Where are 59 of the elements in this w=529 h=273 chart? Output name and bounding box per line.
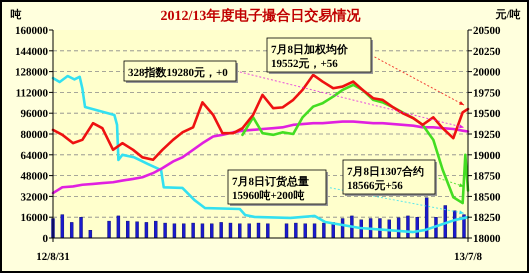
y-tick-label: 112000 bbox=[16, 87, 48, 100]
bar bbox=[304, 224, 307, 238]
bar bbox=[172, 224, 176, 238]
annotation: 7月8日1307合约 18566元+56 bbox=[347, 165, 424, 192]
y-tick-label: 144000 bbox=[15, 46, 48, 58]
y2-tick-label: 18250 bbox=[473, 212, 501, 224]
bar bbox=[247, 224, 251, 238]
bar bbox=[60, 214, 64, 238]
bar bbox=[70, 222, 74, 238]
y-tick-label: 48000 bbox=[20, 170, 48, 183]
bar bbox=[312, 224, 316, 238]
bar bbox=[182, 224, 186, 238]
bar bbox=[191, 222, 195, 238]
y2-tick-label: 18750 bbox=[473, 170, 501, 183]
bar bbox=[256, 222, 260, 238]
y-axis-title: 吨 bbox=[10, 8, 22, 21]
y2-tick-label: 19750 bbox=[473, 87, 501, 100]
annotation: 7月8日加权均价 19552元，+56 bbox=[271, 43, 349, 70]
y-tick-label: 128000 bbox=[15, 66, 48, 79]
bar bbox=[88, 230, 92, 238]
y-tick-label: 0 bbox=[42, 233, 48, 245]
x-tick-label: 12/8/31 bbox=[36, 251, 70, 263]
y-tick-label: 64000 bbox=[20, 150, 48, 162]
bar bbox=[135, 222, 139, 238]
y2-tick-label: 20250 bbox=[473, 46, 501, 58]
y2-tick-label: 20000 bbox=[473, 66, 501, 79]
bar bbox=[107, 220, 111, 238]
bar bbox=[79, 217, 83, 238]
y2-tick-label: 19000 bbox=[473, 150, 501, 162]
bar bbox=[238, 224, 242, 238]
bar bbox=[126, 220, 130, 238]
y-tick-label: 96000 bbox=[20, 108, 48, 120]
y2-tick-label: 18500 bbox=[473, 191, 501, 204]
y2-axis-title: 元/吨 bbox=[494, 8, 521, 21]
y-tick-label: 32000 bbox=[20, 191, 48, 204]
y2-tick-label: 19500 bbox=[473, 108, 501, 120]
annotation: 7月8日订货总量 15960吨+200吨 bbox=[232, 175, 309, 202]
bar bbox=[116, 216, 120, 238]
bar bbox=[228, 222, 232, 238]
bar bbox=[163, 222, 167, 238]
y2-tick-label: 19250 bbox=[473, 129, 501, 141]
y2-tick-label: 20500 bbox=[473, 25, 501, 37]
chart-title: 2012/13年度电子撮合日交易情况 bbox=[160, 7, 362, 24]
bar bbox=[266, 224, 270, 238]
y2-tick-label: 18000 bbox=[473, 233, 501, 245]
bar bbox=[219, 222, 223, 238]
y-tick-label: 160000 bbox=[15, 25, 48, 37]
bar bbox=[210, 224, 214, 238]
x-tick-label: 13/7/8 bbox=[454, 251, 483, 263]
y-tick-label: 16000 bbox=[20, 212, 48, 224]
bar bbox=[424, 198, 428, 238]
bar bbox=[294, 222, 298, 238]
bar bbox=[154, 220, 158, 238]
bar bbox=[284, 224, 288, 238]
bar bbox=[144, 222, 148, 238]
y-tick-label: 80000 bbox=[20, 129, 48, 141]
bar bbox=[322, 222, 326, 238]
annotation: 328指数19280元，+0 bbox=[128, 66, 228, 79]
bar bbox=[200, 224, 204, 238]
